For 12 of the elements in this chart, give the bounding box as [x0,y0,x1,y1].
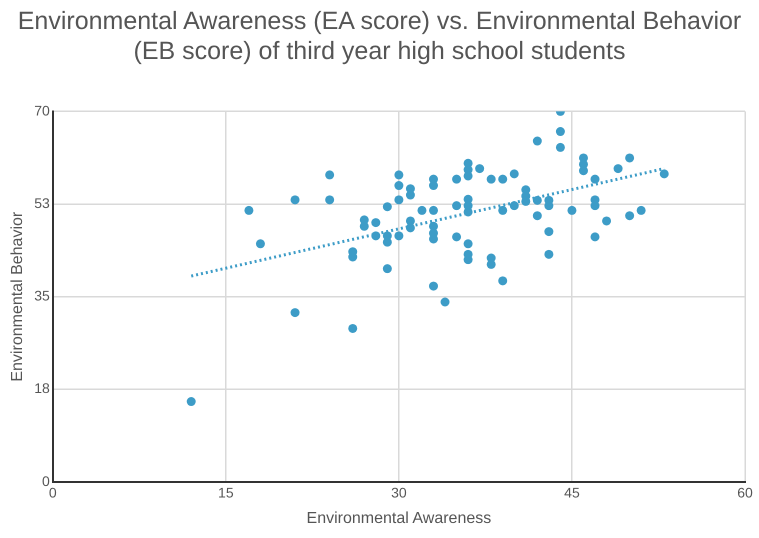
y-tick-label: 35 [34,288,50,304]
chart-title: Environmental Awareness (EA score) vs. Environmental Behavior (EB score) of third year high school students [16,6,742,67]
y-tick-label: 18 [34,380,50,396]
x-tick-label: 60 [737,484,753,500]
y-tick-label: 53 [34,194,50,211]
x-axis-title: Environmental Awareness [306,510,492,527]
x-tick-label: 45 [564,484,580,500]
y-tick-label: 70 [34,102,50,118]
y-axis-title: Environmental Behavior [9,211,26,382]
x-tick-label: 15 [218,484,234,500]
y-tick-label: 0 [42,472,50,489]
x-tick-label: 30 [391,484,407,500]
